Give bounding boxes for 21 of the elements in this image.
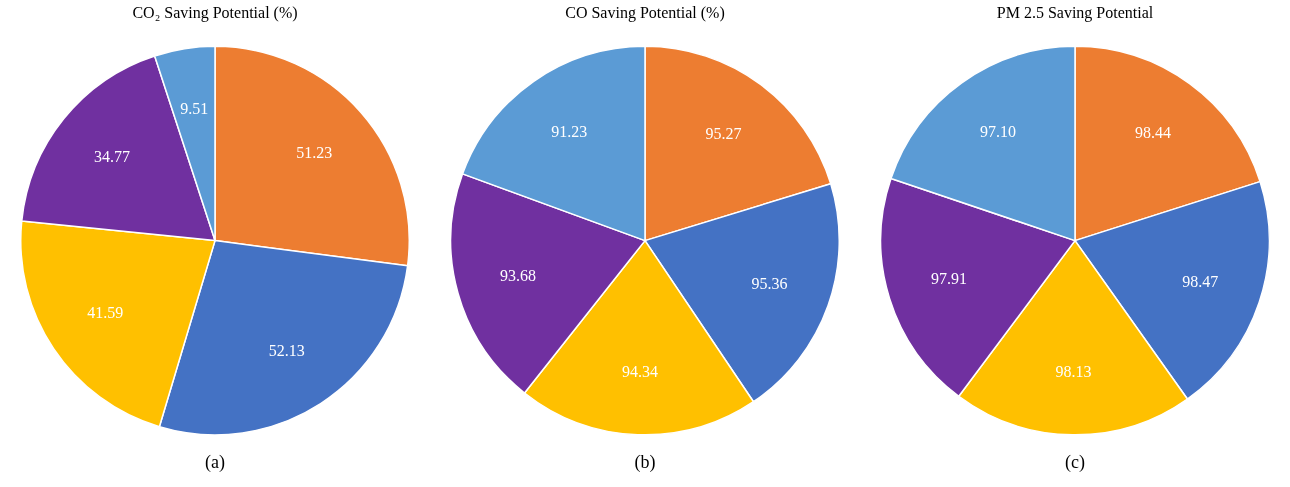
data-label: 9.51 xyxy=(180,100,209,118)
chart-title: CO₂ Saving Potential (%) xyxy=(132,3,298,22)
data-label: 41.59 xyxy=(87,304,124,322)
data-label: 97.10 xyxy=(979,123,1016,141)
data-label: 93.68 xyxy=(499,266,536,284)
data-label: 51.23 xyxy=(296,143,333,161)
data-label: 95.36 xyxy=(751,274,788,292)
chart-title: CO Saving Potential (%) xyxy=(565,3,725,22)
data-label: 52.13 xyxy=(268,341,305,359)
data-label: 98.47 xyxy=(1182,272,1219,290)
text: (b) xyxy=(633,452,657,473)
data-label: 91.23 xyxy=(551,122,588,140)
chart-title: PM 2.5 Saving Potential xyxy=(996,3,1154,22)
data-label: 94.34 xyxy=(621,362,658,380)
data-label: 97.91 xyxy=(930,270,967,288)
data-label: 95.27 xyxy=(705,124,742,142)
data-label: 98.13 xyxy=(1055,362,1092,380)
text: (c) xyxy=(1064,452,1086,473)
text: (a) xyxy=(204,452,226,473)
data-label: 34.77 xyxy=(94,147,131,165)
data-label: 98.44 xyxy=(1134,124,1171,142)
